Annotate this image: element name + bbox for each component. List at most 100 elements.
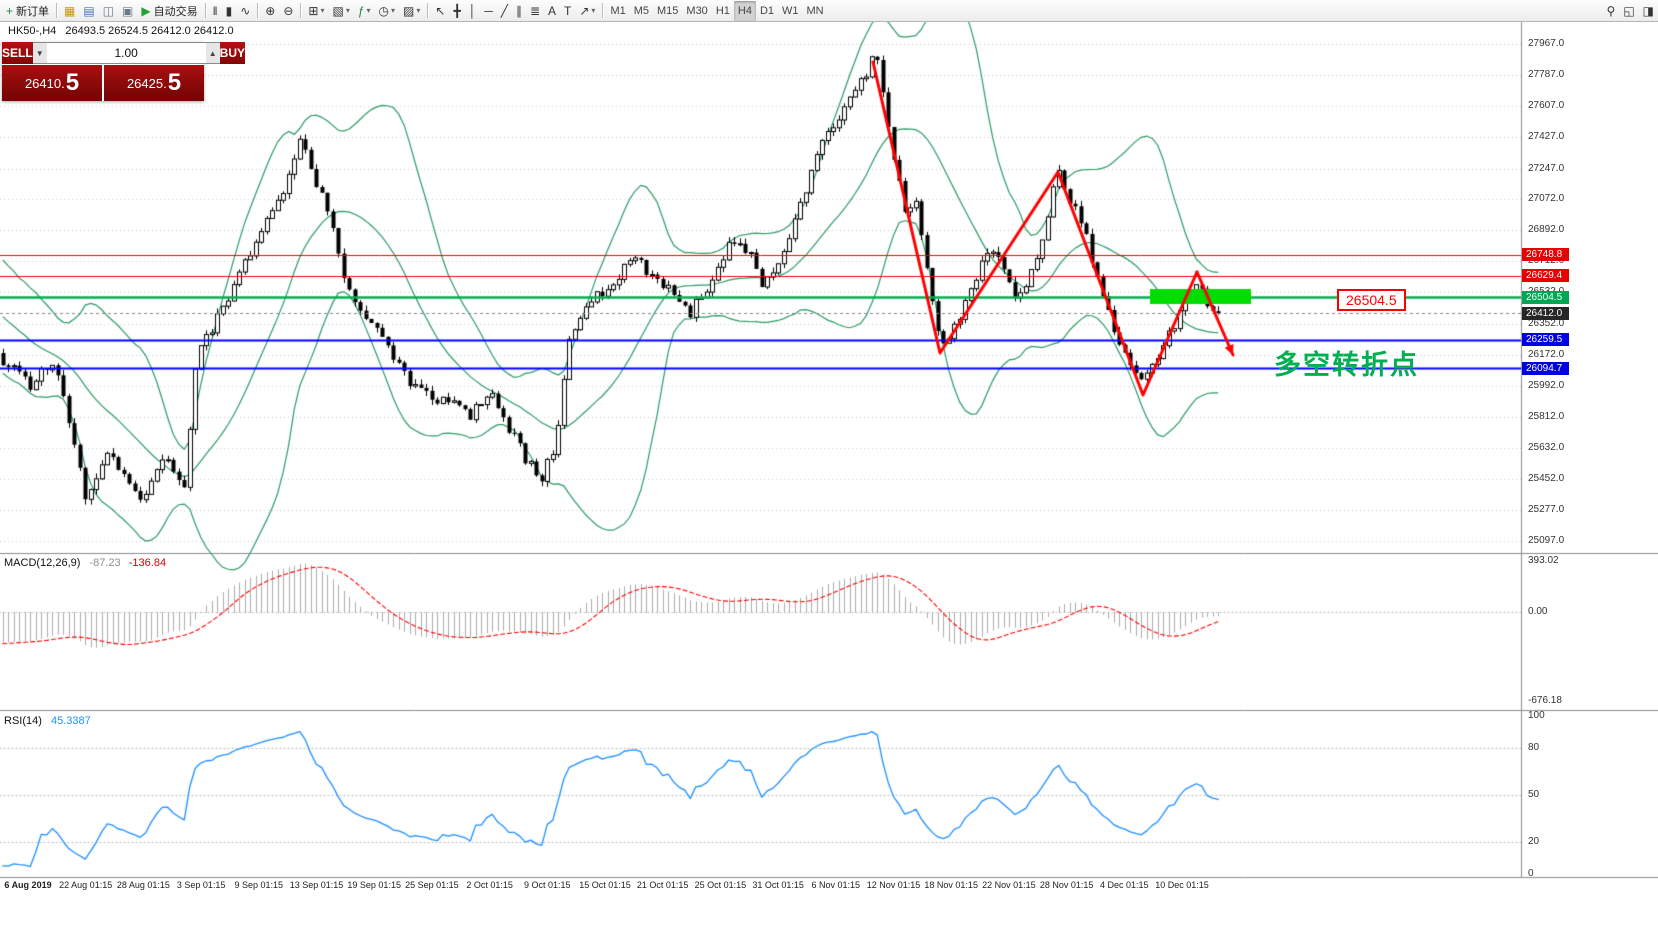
profiles-button[interactable]: ▧ ▾ <box>328 1 353 21</box>
timeframe-w1-button[interactable]: W1 <box>778 1 803 21</box>
dropdown-arrow-icon: ▾ <box>591 6 596 15</box>
fibonacci-icon: ≣ <box>529 3 540 18</box>
date-label: 3 Sep 01:15 <box>176 880 226 890</box>
price-scale-label: 26892.0 <box>1528 224 1565 236</box>
candlestick-chart-button[interactable]: ▮ <box>222 1 237 21</box>
date-label: 13 Sep 01:15 <box>289 880 344 890</box>
crosshair-button[interactable]: ╋ <box>449 1 464 21</box>
navigator-button[interactable]: ◫ <box>99 1 118 21</box>
volume-increment-button[interactable]: ▲ <box>205 43 220 63</box>
rsi-scale[interactable]: 100 80 50 20 0 <box>1521 0 1658 947</box>
buy-button[interactable]: BUY <box>219 42 246 64</box>
macd-main-value: -87.23 <box>89 557 121 569</box>
timeframe-m5-button[interactable]: M5 <box>630 1 653 21</box>
rsi-scale-label: 80 <box>1528 741 1540 753</box>
new-chart-button[interactable]: ⊞ ▾ <box>304 1 328 21</box>
toolbar-separator <box>257 3 259 18</box>
navigator-icon: ◫ <box>102 3 115 18</box>
price-tag: 26259.5 <box>1522 333 1569 347</box>
clock-icon: ◷ <box>378 3 390 18</box>
sell-price-big-digit: 5 <box>65 69 80 96</box>
price-tag: 26504.5 <box>1522 290 1569 304</box>
sell-button[interactable]: SELL <box>2 42 33 64</box>
zoom-in-icon: ⊕ <box>265 3 276 18</box>
date-label: 19 Sep 01:15 <box>347 880 401 890</box>
price-tag: 26094.7 <box>1522 361 1569 375</box>
date-label: 22 Aug 01:15 <box>59 880 113 890</box>
arrows-button[interactable]: ↗ ▾ <box>575 1 599 21</box>
profiles-icon: ▧ <box>332 3 344 18</box>
timeframe-h4-button-label: H4 <box>737 4 752 17</box>
date-label: 28 Aug 01:15 <box>116 880 170 890</box>
autotrading-button-label: 自动交易 <box>153 5 198 18</box>
label-button[interactable]: T <box>560 1 575 21</box>
date-label: 12 Nov 01:15 <box>866 880 921 890</box>
volume-input-group: ▼ ▲ <box>32 42 220 64</box>
date-label: 10 Dec 01:15 <box>1155 880 1209 890</box>
trendline-button[interactable]: ╱ <box>497 1 512 21</box>
autotrading-play-icon: ▶ <box>141 3 151 18</box>
timeframe-d1-button[interactable]: D1 <box>756 1 778 21</box>
horizontal-line-button[interactable]: ─ <box>480 1 497 21</box>
buy-price-display[interactable]: 26425. 5 <box>104 65 204 101</box>
macd-scale-label: 0.00 <box>1528 606 1548 618</box>
toolbar-separator <box>204 3 206 18</box>
cursor-button[interactable]: ↖ <box>431 1 449 21</box>
date-label: 18 Nov 01:15 <box>924 880 978 890</box>
timeframe-h1-button-label: H1 <box>715 4 730 17</box>
timeframe-w1-button-label: W1 <box>782 4 799 17</box>
templates-button[interactable]: ▨ ▾ <box>399 1 424 21</box>
periods-button[interactable]: ◷ ▾ <box>375 1 400 21</box>
rsi-value: 45.3387 <box>50 715 91 727</box>
timeframe-d1-button-label: D1 <box>759 4 774 17</box>
one-click-trading-panel: SELL ▼ ▲ BUY 26410. 5 26425. 5 <box>2 42 246 101</box>
price-tag: 26629.4 <box>1522 269 1569 283</box>
charts-button[interactable]: ▦ <box>60 1 79 21</box>
bar-chart-button[interactable]: ‖ <box>209 1 222 21</box>
template-icon: ▨ <box>403 3 415 18</box>
timeframe-m1-button[interactable]: M1 <box>606 1 629 21</box>
volume-input[interactable] <box>46 43 206 63</box>
terminal-button[interactable]: ▣ <box>118 1 137 21</box>
label-icon: T <box>564 3 572 18</box>
timeframe-mn-button[interactable]: MN <box>803 1 828 21</box>
window-list-button[interactable]: ◱ <box>1619 1 1638 21</box>
fullscreen-button[interactable]: ◨ <box>1639 1 1658 21</box>
fibonacci-button[interactable]: ≣ <box>526 1 544 21</box>
cursor-icon: ↖ <box>435 3 446 18</box>
new-order-button[interactable]: + 新订单 <box>2 1 53 21</box>
price-scale-label: 25812.0 <box>1528 411 1565 423</box>
price-scale-label: 27072.0 <box>1528 192 1565 204</box>
macd-scale[interactable]: 393.02 0.00 -676.18 <box>1521 0 1658 947</box>
zoom-in-button[interactable]: ⊕ <box>261 1 279 21</box>
autotrading-button[interactable]: ▶ 自动交易 <box>137 1 201 21</box>
date-label: 25 Sep 01:15 <box>405 880 459 890</box>
dropdown-arrow-icon: ▾ <box>345 6 350 15</box>
macd-scale-label: 393.02 <box>1528 554 1559 566</box>
price-level-note-box[interactable]: 26504.5 <box>1337 289 1406 311</box>
turning-point-note[interactable]: 多空转折点 <box>1274 350 1419 380</box>
channel-button[interactable]: ∥ <box>512 1 526 21</box>
market-watch-button[interactable]: ▤ <box>79 1 98 21</box>
timeframe-m15-button[interactable]: M15 <box>653 1 682 21</box>
rsi-indicator-label: RSI(14) 45.3387 <box>4 715 91 727</box>
sell-price-display[interactable]: 26410. 5 <box>2 65 102 101</box>
volume-decrement-button[interactable]: ▼ <box>32 43 47 63</box>
text-button[interactable]: A <box>544 1 560 21</box>
timeframe-h4-button[interactable]: H4 <box>733 0 756 21</box>
timeframe-m30-button[interactable]: M30 <box>682 1 711 21</box>
indicators-button[interactable]: ƒ ▾ <box>354 1 375 21</box>
top-toolbar: + 新订单 ▦ ▤ ◫ ▣ ▶ 自动交易 ‖ ▮ ∿ ⊕ ⊖ ⊞ ▾ ▧ ▾ ƒ ▾ ◷ ▾ ▨ ▾ ↖ ╋ │ ─ ╱ ∥ ≣ A T ↗ ▾ M… <box>0 0 1658 22</box>
toolbar-separator <box>602 3 604 18</box>
search-button[interactable]: ⚲ <box>1603 1 1620 21</box>
price-scale-label: 25277.0 <box>1528 503 1565 515</box>
zoom-out-button[interactable]: ⊖ <box>279 1 297 21</box>
line-chart-button[interactable]: ∿ <box>236 1 254 21</box>
plus-icon: + <box>6 3 14 18</box>
vertical-line-button[interactable]: │ <box>465 1 481 21</box>
timeframe-m15-button-label: M15 <box>657 4 679 17</box>
timeframe-h1-button[interactable]: H1 <box>712 1 734 21</box>
current-price-tag: 26412.0 <box>1522 306 1569 320</box>
